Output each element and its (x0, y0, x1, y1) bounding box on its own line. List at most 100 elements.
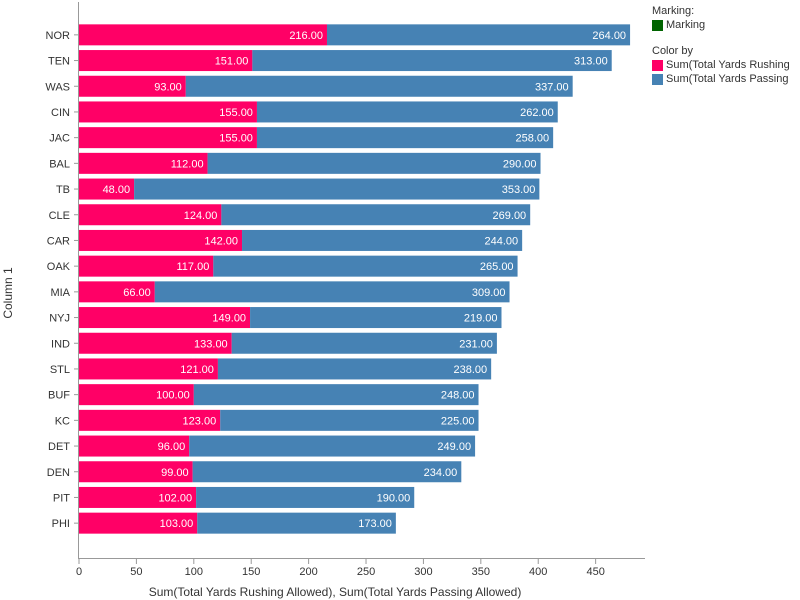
data-label-passing-mia: 309.00 (472, 287, 506, 299)
bar-passing-buf[interactable] (193, 384, 479, 406)
data-label-passing-pit: 190.00 (377, 492, 411, 504)
bar-rushing-car[interactable] (79, 229, 243, 251)
bar-rushing-stl[interactable] (79, 358, 218, 380)
bar-passing-cin[interactable] (256, 101, 558, 123)
x-tick-label-400: 400 (529, 566, 547, 578)
category-label-stl: STL (50, 364, 70, 376)
bar-rushing-den[interactable] (79, 461, 193, 483)
passing-swatch (652, 73, 663, 85)
data-label-passing-den: 234.00 (424, 467, 458, 479)
bars (79, 24, 631, 534)
bar-rushing-kc[interactable] (79, 409, 221, 431)
bar-rushing-pit[interactable] (79, 486, 197, 508)
data-label-passing-car: 244.00 (484, 235, 518, 247)
x-tick-label-200: 200 (299, 566, 317, 578)
y-axis-title: Column 1 (1, 267, 15, 319)
bar-passing-mia[interactable] (154, 281, 510, 303)
legend-item-label: Sum(Total Yards Passing (666, 73, 789, 85)
bar-passing-car[interactable] (242, 229, 523, 251)
bar-passing-det[interactable] (189, 435, 476, 457)
bar-passing-pit[interactable] (196, 486, 415, 508)
category-label-cle: CLE (49, 210, 70, 222)
bar-passing-nor[interactable] (326, 24, 631, 46)
bar-passing-cle[interactable] (221, 204, 531, 226)
legend-item-passing[interactable]: Sum(Total Yards Passing (652, 72, 790, 86)
bar-rushing-phi[interactable] (79, 512, 198, 534)
data-label-rushing-stl: 121.00 (180, 364, 214, 376)
data-label-rushing-ten: 151.00 (215, 56, 249, 68)
data-label-rushing-jac: 155.00 (219, 133, 253, 145)
bar-passing-den[interactable] (192, 461, 462, 483)
x-tick-label-350: 350 (472, 566, 490, 578)
data-label-rushing-bal: 112.00 (171, 158, 204, 170)
bar-rushing-bal[interactable] (79, 152, 208, 174)
rushing-swatch (652, 59, 663, 71)
category-label-bal: BAL (49, 158, 70, 170)
data-label-passing-cin: 262.00 (520, 107, 554, 119)
bar-rushing-nyj[interactable] (79, 307, 251, 329)
bar-rushing-was[interactable] (79, 75, 186, 97)
category-label-det: DET (48, 441, 70, 453)
x-tick-label-150: 150 (242, 566, 260, 578)
data-label-rushing-was: 93.00 (154, 81, 182, 93)
bar-rushing-mia[interactable] (79, 281, 155, 303)
bar-passing-oak[interactable] (213, 255, 518, 277)
data-label-rushing-buf: 100.00 (156, 390, 190, 402)
bar-passing-bal[interactable] (207, 152, 541, 174)
data-label-passing-bal: 290.00 (503, 158, 537, 170)
legend-item-rushing[interactable]: Sum(Total Yards Rushing (652, 58, 790, 72)
category-label-pit: PIT (53, 492, 70, 504)
category-label-ind: IND (51, 338, 70, 350)
bar-passing-nyj[interactable] (250, 307, 502, 329)
bar-rushing-buf[interactable] (79, 384, 194, 406)
data-label-rushing-oak: 117.00 (176, 261, 209, 273)
x-tick-label-100: 100 (185, 566, 203, 578)
data-label-rushing-cle: 124.00 (184, 210, 218, 222)
category-label-jac: JAC (49, 133, 70, 145)
category-label-kc: KC (55, 415, 70, 427)
data-label-passing-kc: 225.00 (441, 415, 475, 427)
category-label-den: DEN (47, 467, 70, 479)
bar-value-labels: 216.00 264.00 151.00 313.00 93.00 337.00 155.0… (103, 30, 626, 530)
bar-rushing-cin[interactable] (79, 101, 257, 123)
marking-swatch (652, 19, 663, 31)
data-label-passing-phi: 173.00 (358, 518, 392, 530)
bar-rushing-cle[interactable] (79, 204, 222, 226)
legend-item-label: Sum(Total Yards Rushing (666, 59, 790, 71)
bar-rushing-ten[interactable] (79, 50, 253, 72)
data-label-rushing-pit: 102.00 (158, 492, 192, 504)
bar-rushing-tb[interactable] (79, 178, 135, 200)
bar-passing-ind[interactable] (231, 332, 497, 354)
x-tick-label-450: 450 (586, 566, 604, 578)
bar-passing-ten[interactable] (252, 50, 612, 72)
bar-rushing-oak[interactable] (79, 255, 214, 277)
category-label-was: WAS (45, 81, 70, 93)
data-label-rushing-kc: 123.00 (183, 415, 217, 427)
category-label-nor: NOR (46, 30, 71, 42)
data-label-rushing-den: 99.00 (161, 467, 189, 479)
bar-passing-tb[interactable] (134, 178, 540, 200)
category-label-oak: OAK (47, 261, 71, 273)
bar-rushing-nor[interactable] (79, 24, 327, 46)
bar-rushing-det[interactable] (79, 435, 190, 457)
category-label-tb: TB (56, 184, 70, 196)
bar-rushing-ind[interactable] (79, 332, 232, 354)
legend-marking-item[interactable]: Marking (652, 18, 790, 32)
x-axis-title: Sum(Total Yards Rushing Allowed), Sum(To… (149, 585, 522, 599)
data-label-rushing-mia: 66.00 (123, 287, 151, 299)
bar-rushing-jac[interactable] (79, 127, 257, 149)
category-label-nyj: NYJ (49, 313, 70, 325)
bar-passing-was[interactable] (185, 75, 573, 97)
x-tick-label-0: 0 (76, 566, 82, 578)
bar-passing-kc[interactable] (220, 409, 479, 431)
legend-color-by-title: Color by (652, 45, 693, 57)
data-label-passing-det: 249.00 (437, 441, 471, 453)
chart: 216.00 264.00 151.00 313.00 93.00 337.00 155.0… (1, 2, 645, 599)
data-label-passing-nor: 264.00 (592, 30, 626, 42)
category-labels: NOR TEN WAS CIN JAC BAL TB CLE CAR OAK MIA NYJ IND ST… (45, 30, 79, 530)
legend-marking-label: Marking (666, 19, 706, 31)
bar-passing-phi[interactable] (197, 512, 396, 534)
bar-passing-jac[interactable] (256, 127, 554, 149)
data-label-rushing-car: 142.00 (204, 235, 238, 247)
bar-passing-stl[interactable] (217, 358, 492, 380)
